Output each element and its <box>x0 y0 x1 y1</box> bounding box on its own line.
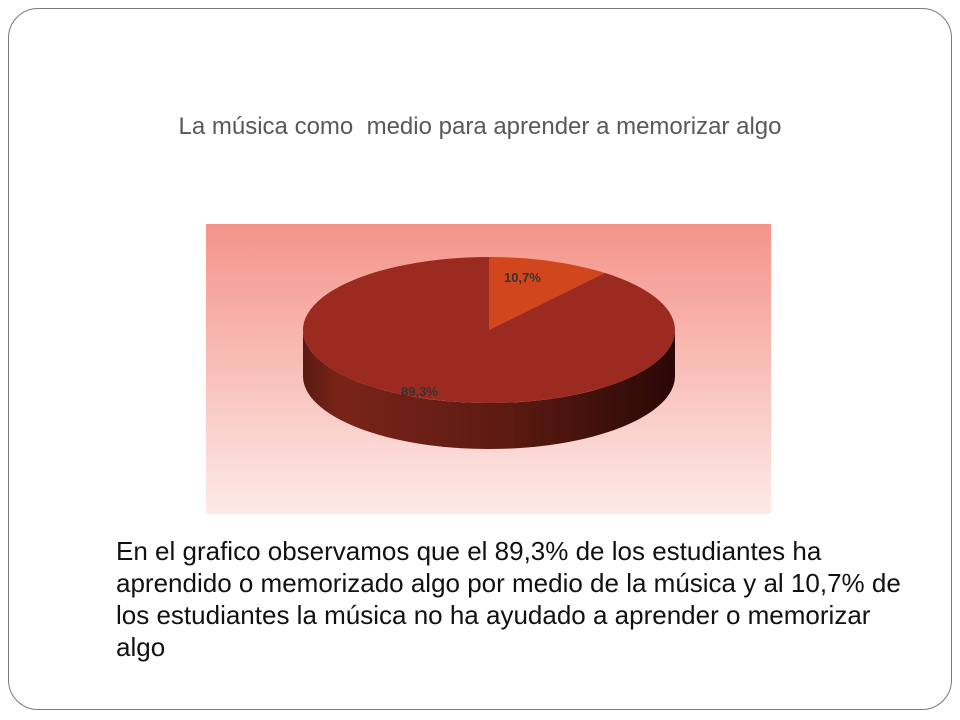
slide-title: La música como medio para aprender a mem… <box>178 113 782 140</box>
pie-side-wall <box>303 330 675 449</box>
data-label-large: 89,3% <box>401 384 438 399</box>
pie-chart: 10,7% 89,3% <box>206 224 771 514</box>
pie-slice-large <box>302 257 675 403</box>
pie-chart-svg: 10,7% 89,3% <box>206 224 771 514</box>
slide-frame: La música como medio para aprender a mem… <box>8 8 952 710</box>
data-label-small: 10,7% <box>504 270 541 285</box>
pie-slice-small <box>489 257 605 330</box>
summary-paragraph: En el grafico observamos que el 89,3% de… <box>116 536 901 662</box>
